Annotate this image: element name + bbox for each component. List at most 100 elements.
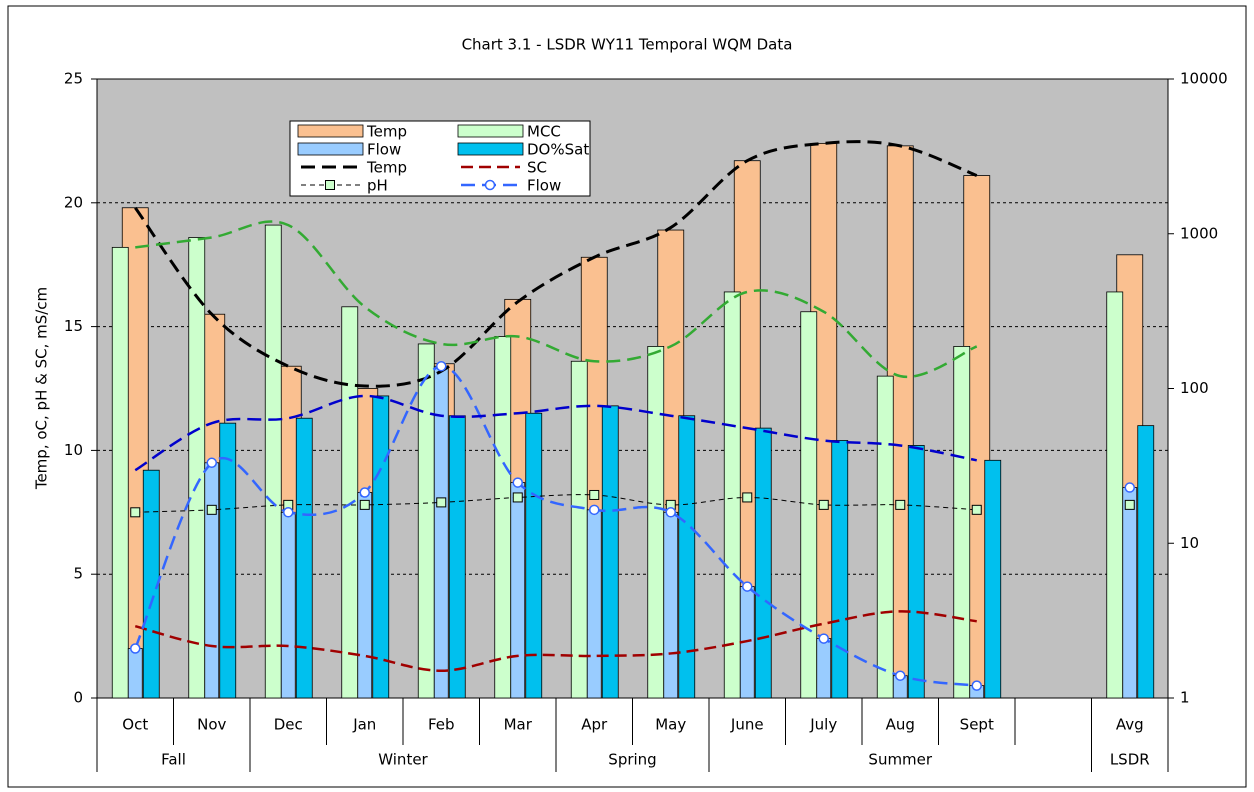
legend-swatch [457,142,524,156]
line-marker [971,504,982,515]
x-tick-label: Feb [428,716,455,734]
line-marker [436,497,447,508]
line-marker [512,477,523,488]
bar [876,375,894,699]
y2-tick-label: 1 [1180,689,1190,707]
legend-marker [484,179,496,191]
line-marker [742,581,753,592]
line [134,140,978,388]
line-marker [130,507,141,518]
bar [570,360,588,699]
line-marker [283,507,294,518]
legend-label: Temp [366,159,407,177]
bar [953,346,971,699]
x-tick-label: Jan [352,716,376,734]
line-marker [665,507,676,518]
line-marker [359,499,370,510]
line-marker [359,487,370,498]
y2-tick-label: 100 [1180,379,1209,397]
bar [219,422,237,699]
bar [1122,487,1138,699]
bar [188,237,206,699]
bar [448,415,466,699]
line [134,610,977,673]
bar [357,492,373,699]
y2-tick-label: 10000 [1180,70,1228,88]
bar [800,311,818,699]
line [135,220,978,379]
legend-swatch [297,142,364,156]
bar [142,469,160,699]
chart-title: Chart 3.1 - LSDR WY11 Temporal WQM Data [462,36,793,54]
line [134,394,977,472]
line-marker [1124,499,1135,510]
y-tick-label: 15 [64,317,83,335]
line-marker [818,499,829,510]
x-tick-label: May [655,716,686,734]
legend-marker [325,180,335,190]
x-tick-label: Aug [886,716,915,734]
x-tick-label: Dec [274,716,303,734]
group-label: Fall [161,751,186,769]
y2-tick-label: 10 [1180,534,1199,552]
bar [372,395,390,699]
legend-swatch [297,124,364,138]
bar [586,509,602,699]
legend-label: MCC [527,123,561,141]
x-tick-label: June [730,716,764,734]
bar [341,306,359,699]
group-label: Spring [608,751,656,769]
bar [816,638,832,699]
line-marker [971,680,982,691]
bar [111,246,129,699]
x-tick-label: July [809,716,837,734]
y-tick-label: 25 [64,70,83,88]
bar [678,415,696,699]
bar [754,427,772,699]
bar [907,445,925,699]
y-tick-label: 0 [73,689,83,707]
line-marker [436,360,447,372]
line-marker [512,492,523,503]
legend-label: Flow [527,177,561,195]
bar [510,482,526,699]
legend-label: SC [527,159,547,177]
y2-tick-label: 1000 [1180,224,1218,242]
bar [984,459,1002,699]
plot-area [96,78,1169,699]
legend-label: Temp [366,123,407,141]
line-marker [206,504,217,515]
bar [417,343,435,699]
bar [280,511,296,699]
line-marker [895,670,906,681]
bar [601,405,619,699]
legend-label: DO%Sat [527,141,589,159]
bar [264,224,282,699]
bar [494,336,512,699]
x-tick-label: Avg [1116,716,1144,734]
line-marker [742,492,753,503]
x-tick-label: Sept [960,716,994,734]
x-tick-label: Mar [504,716,533,734]
y-tick-label: 10 [64,441,83,459]
y-tick-label: 20 [64,193,83,211]
bar [647,346,665,699]
bar [1137,425,1155,699]
bar [1106,291,1124,699]
line-marker [589,504,600,516]
x-tick-label: Apr [581,716,608,734]
x-tick-label: Oct [122,716,148,734]
line-marker [130,643,141,654]
group-label: Summer [868,751,932,769]
legend-label: pH [367,177,388,195]
line-marker [1124,482,1135,493]
group-label: Winter [378,751,428,769]
x-tick-label: Nov [197,716,226,734]
bar [295,417,313,699]
y-axis-label: Temp, oC, pH & SC, mS/cm [33,287,51,490]
legend-label: Flow [367,141,401,159]
y-tick-label: 5 [73,565,83,583]
line-marker [895,499,906,510]
bar [525,412,543,699]
